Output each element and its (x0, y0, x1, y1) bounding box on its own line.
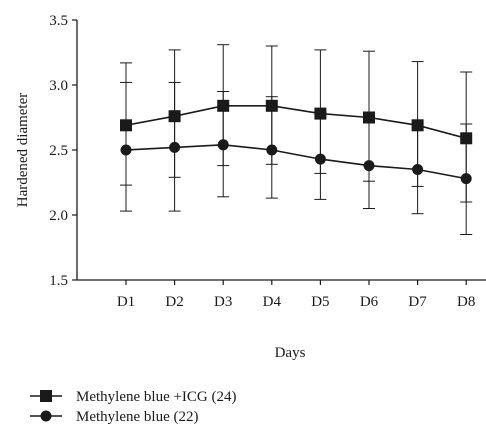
x-tick-label: D4 (263, 294, 282, 310)
x-axis-title: Days (275, 345, 306, 361)
legend-square-marker (40, 390, 52, 402)
plot-area (120, 44, 473, 235)
y-axis-title: Hardened diameter (15, 93, 31, 208)
series-1 (120, 44, 473, 203)
legend-item: Methylene blue (22) (30, 409, 198, 425)
series-2 (120, 81, 473, 235)
x-tick-label: D8 (457, 294, 475, 310)
x-tick-label: D2 (165, 294, 183, 310)
x-tick-label: D5 (311, 294, 329, 310)
x-tick-label: D6 (360, 294, 379, 310)
x-tick-label: D3 (214, 294, 232, 310)
circle-marker (363, 160, 375, 172)
circle-marker (169, 141, 181, 153)
legend-item: Methylene blue +ICG (24) (30, 389, 237, 405)
circle-marker (266, 144, 278, 156)
circle-marker (412, 164, 424, 175)
circle-marker (217, 139, 229, 151)
circle-marker (314, 153, 326, 165)
circle-marker (120, 144, 132, 156)
axes: 1.5 2.0 2.5 3.0 3.5 D1 D2 D3 D4 D5 D6 D7 D8 (49, 13, 486, 310)
legend-label: Methylene blue (22) (76, 409, 198, 425)
legend-label: Methylene blue +ICG (24) (76, 389, 237, 405)
legend: Methylene blue +ICG (24) Methylene blue (… (30, 389, 237, 425)
y-tick-label: 2.5 (49, 143, 68, 159)
x-tick-label: D7 (408, 294, 427, 310)
y-tick-label: 3.5 (49, 13, 68, 29)
legend-circle-marker (40, 410, 52, 422)
circle-marker (460, 173, 472, 185)
y-tick-label: 2.0 (49, 208, 68, 224)
series-line (125, 105, 467, 140)
series-line (125, 143, 467, 180)
x-tick-label: D1 (117, 294, 135, 310)
y-tick-label: 3.0 (49, 78, 68, 94)
y-tick-label: 1.5 (49, 273, 68, 289)
